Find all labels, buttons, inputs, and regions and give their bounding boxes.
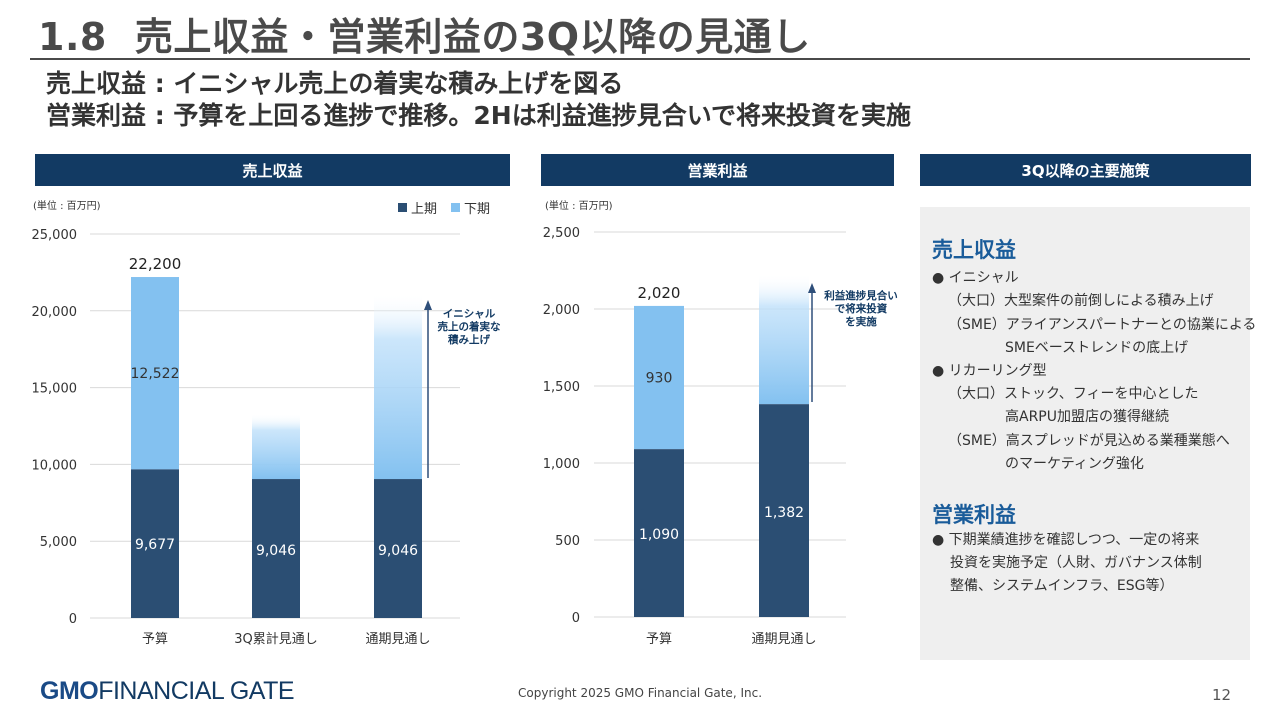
legend-swatch-h1 [398,203,407,212]
bar-h1 [759,404,809,617]
initiatives-revenue-heading: 売上収益 [932,238,1016,262]
initiative-line: のマーケティング強化 [1005,456,1144,472]
initiative-line: ● イニシャル [932,270,1019,286]
profit-unit-label: (単位 : 百万円) [545,201,613,212]
initiatives-panel [920,207,1250,660]
initiative-line: 投資を実施予定（人財、ガバナンス体制 [950,555,1202,571]
annotation-text: を実施 [845,315,877,328]
bar-h1 [634,449,684,617]
company-logo: GMOFINANCIAL GATE [40,677,295,706]
y-tick-label: 0 [572,611,580,626]
logo-text: FINANCIAL GATE [98,677,295,705]
bar-label-h1: 1,090 [639,527,679,543]
initiative-line: 高ARPU加盟店の獲得継続 [1005,409,1169,425]
page-title: 1.8 売上収益・営業利益の3Q以降の見通し [38,6,811,61]
initiative-line: 整備、システムインフラ、ESG等） [950,578,1174,594]
page-number: 12 [1212,686,1232,704]
initiative-line: ● 下期業績進捗を確認しつつ、一定の将来 [932,532,1200,548]
y-tick-label: 0 [69,612,77,627]
bar-label-h2: 930 [646,371,673,387]
projected-bar [759,273,809,405]
title-divider [30,58,1250,60]
initiative-line: （大口）大型案件の前倒しによる積み上げ [948,293,1214,309]
legend-label-h1: 上期 [411,202,438,217]
bar-label-h1: 9,046 [378,543,418,559]
bar-h2 [634,305,684,450]
subtitle-revenue: 売上収益 : イニシャル売上の着実な積み上げを図る [46,69,624,98]
x-category-label: 3Q累計見通し [234,631,318,647]
y-tick-label: 1,500 [543,380,580,395]
bar-h1 [131,469,179,618]
bar-total-label: 22,200 [129,255,182,273]
y-tick-label: 20,000 [32,305,78,320]
annotation-arrow-head [808,283,816,293]
title-text: 売上収益・営業利益の3Q以降の見通し [134,15,811,59]
bar-label-h1: 1,382 [764,505,804,521]
copyright: Copyright 2025 GMO Financial Gate, Inc. [518,686,763,700]
revenue-unit-label: (単位 : 百万円) [33,201,101,212]
initiatives-profit-heading: 営業利益 [932,503,1016,527]
legend-label-h2: 下期 [464,202,491,217]
initiative-line: （SME）アライアンスパートナーとの協業による [948,317,1257,333]
initiative-line: （大口）ストック、フィーを中心とした [948,386,1199,402]
x-category-label: 予算 [646,632,672,647]
annotation-text: で将来投資 [835,302,888,315]
profit-panel-header: 営業利益 [541,154,894,186]
y-tick-label: 1,000 [543,457,580,472]
annotation-text: 利益進捗見合い [824,289,898,302]
x-category-label: 通期見通し [365,632,430,647]
bar-label-h1: 9,677 [135,537,175,553]
annotation-text: イニシャル [443,308,496,320]
revenue-panel-header: 売上収益 [35,154,510,186]
logo-gmo: GMO [40,677,99,705]
subtitle-profit: 営業利益 : 予算を上回る進捗で推移。2Hは利益進捗見合いで将来投資を実施 [46,101,911,130]
legend-swatch-h2 [451,203,461,212]
x-category-label: 通期見通し [751,632,816,647]
section-number: 1.8 [38,15,107,59]
projected-bar [374,292,422,480]
bar-h1 [252,479,300,618]
annotation-arrow-head [424,300,432,310]
y-tick-label: 15,000 [32,382,78,397]
annotation-text: 積み上げ [447,333,490,346]
initiative-line: （SME）高スプレッドが見込める業種業態へ [948,433,1230,449]
y-tick-label: 2,500 [543,226,580,241]
y-tick-label: 25,000 [32,228,78,243]
annotation-text: 売上の着実な [438,320,501,333]
chart-legend: 上期 下期 [398,198,490,217]
y-tick-label: 500 [555,534,580,549]
y-tick-label: 10,000 [32,458,78,473]
initiatives-panel-header: 3Q以降の主要施策 [920,154,1251,186]
projected-bar [252,413,300,480]
initiative-line: ● リカーリング型 [932,363,1047,379]
x-category-label: 予算 [142,632,168,647]
bar-total-label: 2,020 [638,284,681,302]
initiative-line: SMEベーストレンドの底上げ [1005,340,1189,356]
y-tick-label: 5,000 [40,535,77,550]
bar-label-h1: 9,046 [256,543,296,559]
bar-h1 [374,479,422,618]
bar-h2 [131,277,179,470]
bar-label-h2: 12,522 [131,366,180,382]
y-tick-label: 2,000 [543,303,580,318]
